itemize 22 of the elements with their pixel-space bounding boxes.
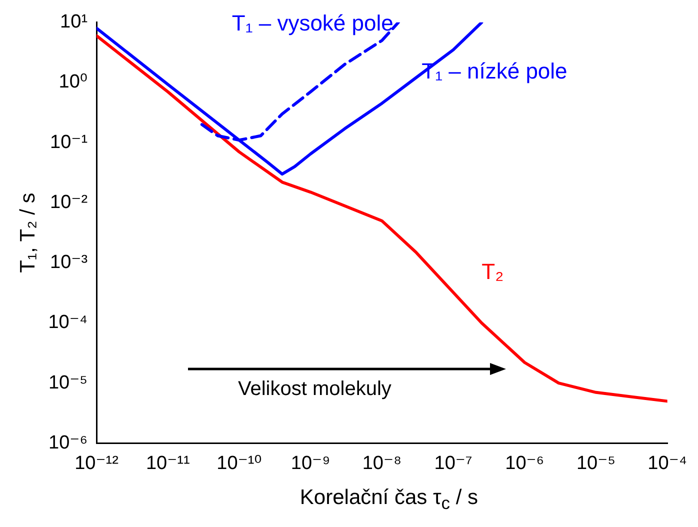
y-tick-label: 10⁻⁶: [48, 432, 88, 454]
y-tick-label: 10⁻⁴: [48, 312, 88, 334]
y-tick-label: 10⁻⁵: [48, 372, 88, 394]
y-tick-label: 10⁻³: [50, 252, 88, 274]
series-label: T₁ – vysoké pole: [232, 10, 394, 36]
y-axis-title: T₁, T₂ / s: [16, 192, 40, 273]
series-label: T₂: [482, 259, 504, 284]
y-tick-label: 10⁻²: [50, 192, 88, 213]
x-tick-label: 10⁻¹⁰: [216, 452, 262, 474]
x-tick-label: 10⁻⁹: [290, 452, 330, 474]
annotation: Velikost molekuly: [238, 378, 392, 401]
x-tick-label: 10⁻⁸: [362, 452, 402, 474]
y-tick-label: 10¹: [60, 12, 88, 33]
x-tick-label: 10⁻¹¹: [146, 452, 190, 474]
x-tick-label: 10⁻¹²: [74, 452, 118, 474]
y-tick-label: 10⁰: [58, 72, 88, 93]
x-tick-label: 10⁻⁴: [648, 452, 687, 474]
x-tick-label: 10⁻⁶: [505, 452, 544, 474]
x-tick-label: 10⁻⁵: [576, 452, 616, 474]
x-axis-title: Korelační čas τ$_{c}$ / s: [298, 486, 480, 514]
y-tick-label: 10⁻¹: [50, 132, 88, 153]
x-tick-label: 10⁻⁷: [434, 452, 472, 474]
